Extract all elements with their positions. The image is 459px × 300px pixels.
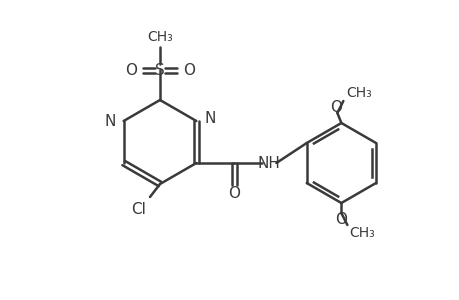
Text: O: O	[228, 185, 240, 200]
Text: O: O	[125, 62, 137, 77]
Text: N: N	[204, 110, 215, 125]
Text: NH: NH	[257, 155, 280, 170]
Text: O: O	[330, 100, 341, 115]
Text: CH₃: CH₃	[147, 30, 173, 44]
Text: N: N	[104, 113, 115, 128]
Text: CH₃: CH₃	[346, 86, 371, 100]
Text: S: S	[155, 62, 164, 77]
Text: Cl: Cl	[131, 202, 146, 217]
Text: O: O	[183, 62, 195, 77]
Text: CH₃: CH₃	[349, 226, 374, 240]
Text: O: O	[335, 212, 347, 226]
